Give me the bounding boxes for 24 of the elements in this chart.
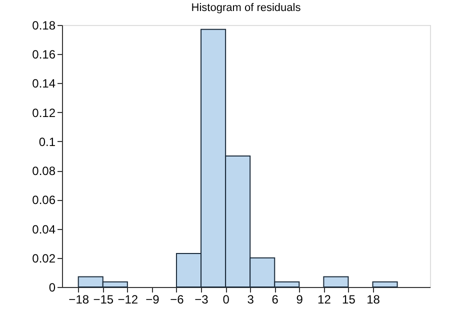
x-tick-label: 9 xyxy=(296,292,304,306)
x-tick-label: −18 xyxy=(68,292,90,306)
x-tick-label: 18 xyxy=(366,292,380,306)
y-tick-label: 0.06 xyxy=(32,193,56,208)
y-tick-label: 0.02 xyxy=(32,251,56,266)
x-tick-label: 0 xyxy=(222,292,230,306)
y-tick-label: 0.12 xyxy=(32,106,56,120)
y-tick-label: 0.08 xyxy=(32,164,56,178)
x-tick-label: 6 xyxy=(272,292,279,306)
x-tick-label: −15 xyxy=(93,292,114,306)
y-tick-label: 0 xyxy=(48,280,56,294)
x-tick-label: 12 xyxy=(318,292,332,306)
y-tick-label: 0.18 xyxy=(32,18,56,32)
x-tick-label: −6 xyxy=(170,292,184,306)
y-tick-label: 0.14 xyxy=(32,76,56,91)
x-tick-label: −9 xyxy=(146,292,160,306)
y-tick-label: 0.16 xyxy=(32,48,56,62)
x-tick-label: 3 xyxy=(247,292,254,306)
x-tick-label: −12 xyxy=(118,292,138,306)
y-tick-label: 0.1 xyxy=(38,134,56,149)
x-tick-label: −3 xyxy=(194,292,209,306)
y-tick-label: 0.04 xyxy=(32,222,56,236)
x-tick-label: 15 xyxy=(342,292,356,306)
chart-title: Histogram of residuals xyxy=(191,2,302,14)
